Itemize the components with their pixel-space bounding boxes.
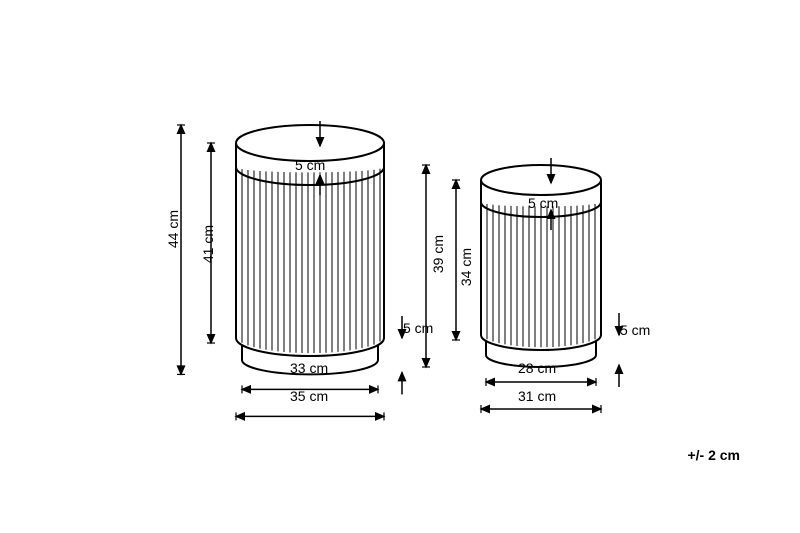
large-base-width: 33 cm (290, 360, 328, 376)
small-body-height: 34 cm (458, 248, 474, 286)
small-total-width: 31 cm (518, 388, 556, 404)
dimension-arrows (0, 0, 800, 533)
tolerance-note: +/- 2 cm (687, 447, 740, 463)
small-top-thickness: 5 cm (528, 195, 558, 211)
small-base-width: 28 cm (518, 360, 556, 376)
dimension-diagram: 44 cm 41 cm 5 cm 5 cm 33 cm 35 cm 39 cm … (0, 0, 800, 533)
large-total-width: 35 cm (290, 388, 328, 404)
small-total-height: 39 cm (430, 235, 446, 273)
large-top-thickness: 5 cm (295, 157, 325, 173)
large-base-height: 5 cm (403, 320, 433, 336)
small-base-height: 5 cm (620, 322, 650, 338)
large-body-height: 41 cm (200, 225, 216, 263)
large-total-height: 44 cm (165, 210, 181, 248)
